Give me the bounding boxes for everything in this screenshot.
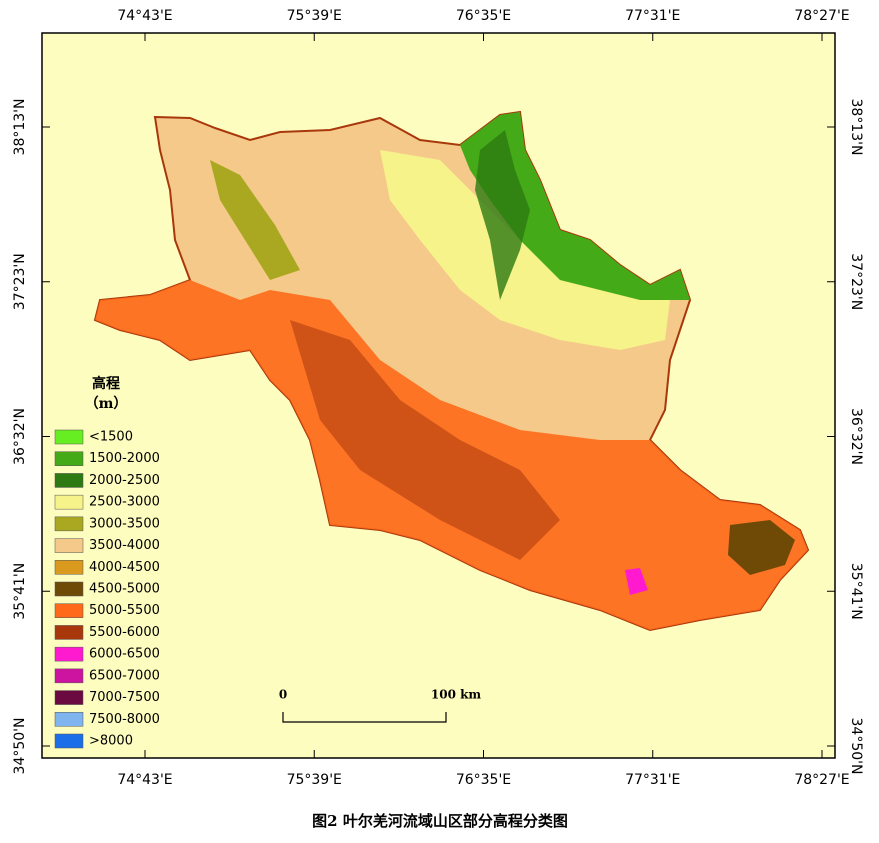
latitude-label: 36°32'N bbox=[848, 408, 864, 465]
longitude-label: 77°31'E bbox=[625, 772, 680, 788]
scale-bar: 0 100 km bbox=[279, 688, 482, 723]
legend-unit: （m） bbox=[85, 396, 128, 412]
longitude-label: 75°39'E bbox=[287, 772, 342, 788]
longitude-label: 74°43'E bbox=[117, 8, 172, 24]
graticule-ticks: 74°43'E 74°43'E 75°39'E 75°39'E 76°35'E 76°35… bbox=[12, 8, 864, 788]
longitude-label: 78°27'E bbox=[794, 8, 849, 24]
legend-label: 3000-3500 bbox=[89, 516, 160, 531]
zone-2000-dark bbox=[475, 130, 530, 300]
legend: 高程 （m） <1500 1500-2000 2000-2500 2500-3000 3… bbox=[54, 375, 160, 749]
legend-swatch bbox=[54, 733, 84, 749]
legend-label: 7000-7500 bbox=[89, 690, 160, 705]
legend-swatch bbox=[54, 646, 84, 662]
legend-swatch bbox=[54, 494, 84, 510]
zone-4500 bbox=[728, 520, 795, 575]
legend-title: 高程 bbox=[92, 375, 120, 392]
longitude-label: 77°31'E bbox=[625, 8, 680, 24]
latitude-label: 38°13'N bbox=[12, 99, 28, 156]
legend-swatch bbox=[54, 690, 84, 705]
legend-swatch bbox=[54, 560, 84, 575]
legend-swatch bbox=[54, 625, 84, 640]
legend-label: 2000-2500 bbox=[89, 473, 160, 488]
legend-label: >8000 bbox=[89, 734, 133, 749]
legend-label: 5000-5500 bbox=[89, 603, 160, 618]
latitude-label: 38°13'N bbox=[848, 99, 864, 156]
legend-label: <1500 bbox=[89, 430, 133, 445]
legend-label: 2500-3000 bbox=[89, 495, 160, 510]
zone-2000 bbox=[460, 112, 690, 300]
longitude-label: 74°43'E bbox=[117, 772, 172, 788]
legend-swatch bbox=[54, 603, 84, 618]
legend-label: 6000-6500 bbox=[89, 647, 160, 662]
scale-end: 100 km bbox=[431, 688, 482, 702]
latitude-label: 37°23'N bbox=[12, 253, 28, 310]
caption: 图2 叶尔羌河流域山区部分高程分类图 bbox=[312, 812, 568, 830]
longitude-label: 75°39'E bbox=[287, 8, 342, 24]
legend-label: 1500-2000 bbox=[89, 451, 160, 466]
scale-start: 0 bbox=[279, 688, 287, 702]
legend-label: 3500-4000 bbox=[89, 538, 160, 553]
legend-swatch bbox=[54, 429, 84, 445]
legend-swatch bbox=[54, 581, 84, 597]
basin bbox=[93, 110, 810, 632]
latitude-label: 35°41'N bbox=[848, 563, 864, 620]
legend-swatch bbox=[54, 538, 84, 553]
zone-5500 bbox=[290, 320, 560, 560]
latitude-label: 37°23'N bbox=[848, 253, 864, 310]
legend-swatch bbox=[54, 473, 84, 488]
longitude-label: 78°27'E bbox=[794, 772, 849, 788]
latitude-label: 34°50'N bbox=[848, 718, 864, 775]
legend-label: 4000-4500 bbox=[89, 560, 160, 575]
zone-3000 bbox=[210, 160, 300, 280]
zone-2500 bbox=[380, 150, 670, 350]
legend-swatch bbox=[54, 712, 84, 727]
latitude-label: 34°50'N bbox=[12, 718, 28, 775]
legend-swatch bbox=[54, 451, 84, 466]
latitude-label: 35°41'N bbox=[12, 563, 28, 620]
zone-6000 bbox=[625, 568, 648, 595]
legend-label: 5500-6000 bbox=[89, 625, 160, 640]
legend-label: 6500-7000 bbox=[89, 668, 160, 683]
legend-label: 7500-8000 bbox=[89, 712, 160, 727]
longitude-label: 76°35'E bbox=[456, 8, 511, 24]
legend-label: 4500-5000 bbox=[89, 582, 160, 597]
longitude-label: 76°35'E bbox=[456, 772, 511, 788]
legend-swatch bbox=[54, 668, 84, 684]
scale-line bbox=[282, 712, 447, 723]
legend-swatch bbox=[54, 516, 84, 532]
latitude-label: 36°32'N bbox=[12, 408, 28, 465]
